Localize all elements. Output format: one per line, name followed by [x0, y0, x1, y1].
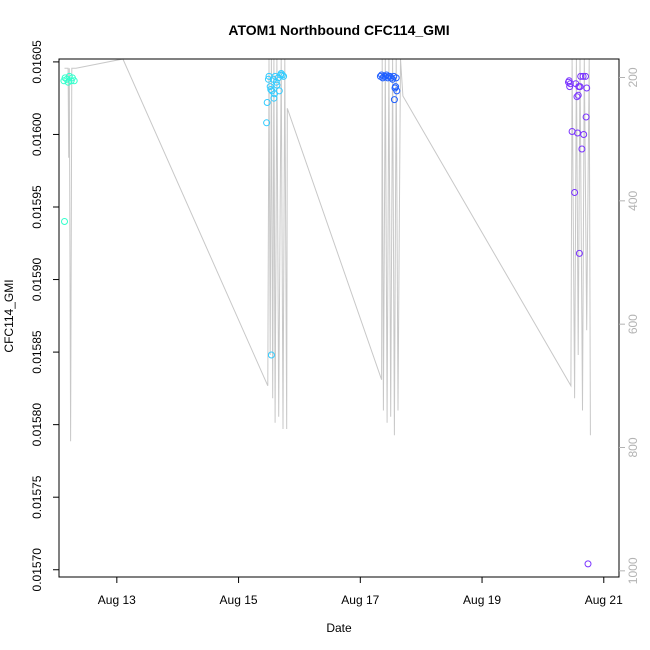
y-axis-right: 200 400 600 800 1000: [619, 67, 640, 584]
data-point: [576, 83, 584, 91]
data-point: [266, 83, 274, 91]
x-tick-label: Aug 19: [463, 593, 501, 607]
data-point: [270, 94, 278, 102]
data-point: [70, 77, 78, 85]
data-point: [579, 72, 587, 80]
data-point: [390, 96, 398, 104]
data-point: [582, 113, 590, 121]
y2-tick-label: 400: [626, 191, 640, 211]
y2-tick-label: 600: [626, 314, 640, 334]
data-point: [280, 72, 288, 80]
x-tick-label: Aug 21: [585, 593, 623, 607]
data-point: [264, 75, 272, 83]
y-tick-label: 0.01570: [30, 548, 44, 592]
y-axis-left: 0.01570 0.01575 0.01580 0.01585 0.01590 0.015…: [30, 40, 59, 592]
data-point: [278, 71, 286, 79]
y2-tick-label: 200: [626, 67, 640, 87]
data-point: [584, 560, 592, 568]
data-point: [566, 83, 574, 91]
plot-box: [58, 58, 620, 578]
data-point: [272, 78, 280, 86]
y-tick-label: 0.01600: [30, 112, 44, 156]
data-point: [267, 86, 275, 93]
data-point: [263, 99, 271, 106]
data-point: [392, 74, 400, 82]
data-point: [582, 72, 589, 80]
y-tick-label: 0.01585: [30, 330, 44, 374]
y-tick-label: 0.01575: [30, 475, 44, 519]
x-axis: Aug 13 Aug 15 Aug 17 Aug 19 Aug 21: [98, 576, 623, 607]
pressure-trace-line: [64, 58, 591, 442]
data-point: [273, 81, 281, 89]
data-point: [573, 93, 581, 101]
chart-title: ATOM1 Northbound CFC114_GMI: [228, 22, 449, 38]
y-axis-label: CFC114_GMI: [2, 279, 16, 352]
data-point: [61, 218, 68, 225]
data-point: [275, 87, 283, 95]
y-tick-label: 0.01580: [30, 403, 44, 447]
data-point: [267, 351, 275, 359]
pressure-trace-layer: [64, 58, 591, 442]
x-axis-label: Date: [326, 621, 352, 635]
data-point: [571, 189, 579, 196]
data-point: [578, 145, 586, 153]
data-point: [583, 84, 591, 92]
y2-tick-label: 800: [626, 437, 640, 457]
x-tick-label: Aug 15: [220, 593, 258, 607]
data-point: [393, 87, 401, 95]
data-point: [577, 72, 585, 80]
data-point: [392, 83, 400, 91]
data-point: [580, 131, 588, 138]
data-point: [574, 91, 582, 99]
y-tick-label: 0.01590: [30, 258, 44, 302]
y2-tick-label: 1000: [626, 557, 640, 584]
y-tick-label: 0.01605: [30, 40, 44, 84]
y-tick-label: 0.01595: [30, 185, 44, 229]
data-point: [263, 119, 271, 127]
data-point: [575, 249, 583, 257]
x-tick-label: Aug 17: [341, 593, 379, 607]
x-tick-label: Aug 13: [98, 593, 136, 607]
data-points-layer: [60, 70, 592, 568]
